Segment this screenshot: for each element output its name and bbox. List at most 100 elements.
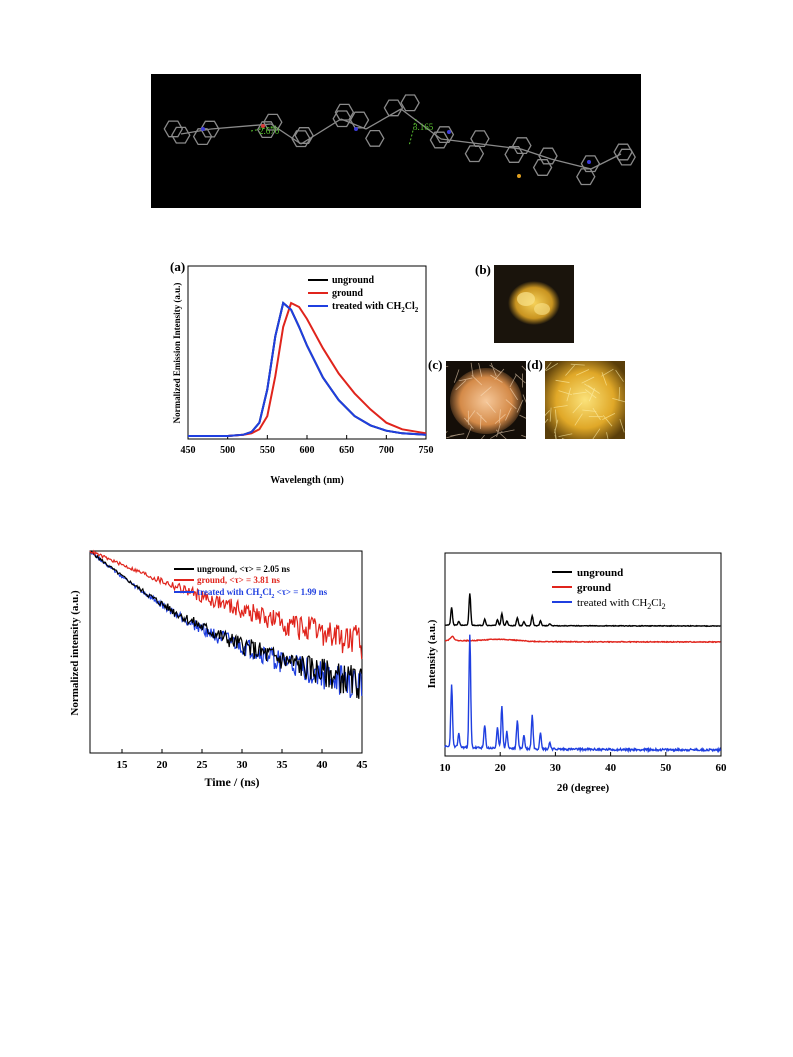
photo-c-drawing <box>446 362 526 439</box>
x-tick-label: 45 <box>357 759 369 771</box>
x-tick-label: 40 <box>317 759 329 771</box>
plot-frame-a <box>187 265 427 440</box>
molecule-bond <box>270 123 302 145</box>
molecule-ring <box>576 168 596 186</box>
x-tick-label: 30 <box>550 762 562 774</box>
fiber-stroke <box>498 409 501 424</box>
fiber-stroke <box>509 387 519 401</box>
contact-line-1 <box>250 125 277 132</box>
molecule-ring <box>383 99 404 117</box>
fiber-stroke <box>521 434 526 438</box>
atom <box>201 127 205 131</box>
fiber-stroke <box>486 401 496 413</box>
fiber-stroke <box>480 386 492 397</box>
x-tick-label: 25 <box>197 759 209 771</box>
fiber-stroke <box>584 389 597 399</box>
x-tick-label: 35 <box>277 759 289 771</box>
x-tick-label: 10 <box>440 762 452 774</box>
atom <box>261 124 265 128</box>
photo-b-unground-powder <box>494 265 574 343</box>
molecule-ring <box>365 129 385 147</box>
fiber-stroke <box>572 402 583 414</box>
fiber-stroke <box>575 369 590 376</box>
decay-series-1 <box>89 549 363 660</box>
fiber-stroke <box>619 418 625 433</box>
legend-label-unground: unground <box>332 275 375 286</box>
molecule-ring <box>464 145 485 163</box>
fiber-stroke <box>549 407 552 422</box>
x-tick-label: 30 <box>237 759 249 771</box>
atom <box>447 130 451 134</box>
fiber-stroke <box>606 432 609 439</box>
distance-label-1: 2.670 <box>259 126 280 136</box>
fiber-stroke <box>558 433 573 437</box>
fiber-stroke <box>592 407 601 421</box>
fiber-stroke <box>505 407 512 421</box>
legend-label-ground-decay: ground, <τ> = 3.81 ns <box>197 575 280 585</box>
x-tick-label: 450 <box>181 445 196 456</box>
legend-label-treated: treated with CH2Cl2 <box>332 301 419 314</box>
fiber-stroke <box>574 413 583 426</box>
photo-label-b: (b) <box>475 262 491 277</box>
photo-d-drawing <box>545 361 625 439</box>
fiber-stroke <box>516 399 524 413</box>
fiber-stroke <box>450 433 465 437</box>
fiber-stroke <box>490 430 503 439</box>
fiber-stroke <box>514 373 526 384</box>
fiber-stroke <box>554 419 559 434</box>
emission-spectra-chart: (a) 450 500 550 600 650 700 750 unground groun… <box>170 259 434 486</box>
xrd-series-0 <box>444 593 721 628</box>
molecule-ring <box>349 111 370 129</box>
fiber-stroke <box>495 429 507 439</box>
molecule-ring <box>334 103 355 121</box>
fiber-stroke <box>615 369 624 382</box>
photo-c-ground-powder <box>446 361 526 439</box>
molecule-ring <box>291 130 311 148</box>
series-line-1 <box>188 301 427 437</box>
series-line-2 <box>188 301 427 437</box>
molecule-ring <box>256 121 277 139</box>
molecule-ring <box>192 128 213 146</box>
panel-label-a: (a) <box>170 259 185 274</box>
fiber-stroke <box>555 409 557 424</box>
molecule-ring <box>580 155 601 173</box>
y-axis-label-decay: Normalized intensity (a.u.) <box>69 590 81 716</box>
photo-d-treated-powder <box>545 361 625 439</box>
distance-label-2: 3.165 <box>413 122 434 132</box>
molecule-ring <box>163 120 184 138</box>
photo-b-drawing <box>508 281 560 325</box>
legend-xrd: unground ground treated with CH2Cl2 <box>552 567 666 611</box>
x-axis-label-decay: Time / (ns) <box>204 775 259 789</box>
x-tick-label: 20 <box>495 762 507 774</box>
x-tick-label: 60 <box>716 762 728 774</box>
xrd-series-2 <box>444 634 722 754</box>
fiber-stroke <box>545 363 558 372</box>
molecule-bond <box>365 108 402 130</box>
x-tick-label: 20 <box>157 759 169 771</box>
xrd-chart: 10 20 30 40 50 60 unground ground treated wit… <box>426 552 728 794</box>
molecule-ring <box>470 130 490 148</box>
molecule-bond <box>550 158 592 170</box>
molecule-bond <box>300 118 342 145</box>
molecule-ring <box>294 127 314 144</box>
legend-label-treated-xrd: treated with CH2Cl2 <box>577 597 666 611</box>
fiber-stroke <box>519 414 526 419</box>
molecule-ring <box>532 159 553 176</box>
fiber-stroke <box>587 385 600 394</box>
fiber-stroke <box>581 376 595 384</box>
fiber-stroke <box>500 429 515 434</box>
legend-label-ground: ground <box>332 288 363 299</box>
fiber-stroke <box>522 394 526 403</box>
x-tick-label: 15 <box>117 759 129 771</box>
fiber-stroke <box>570 363 585 366</box>
fiber-stroke <box>476 412 487 423</box>
fiber-stroke <box>554 434 557 439</box>
fiber-stroke <box>572 391 587 395</box>
molecule-ring <box>616 148 636 166</box>
fiber-stroke <box>478 362 483 377</box>
contact-line-2 <box>408 118 417 147</box>
series-line-0 <box>188 301 427 437</box>
legend-label-ground-xrd: ground <box>577 582 611 594</box>
fiber-stroke <box>566 387 572 402</box>
molecule-ring <box>332 110 352 128</box>
